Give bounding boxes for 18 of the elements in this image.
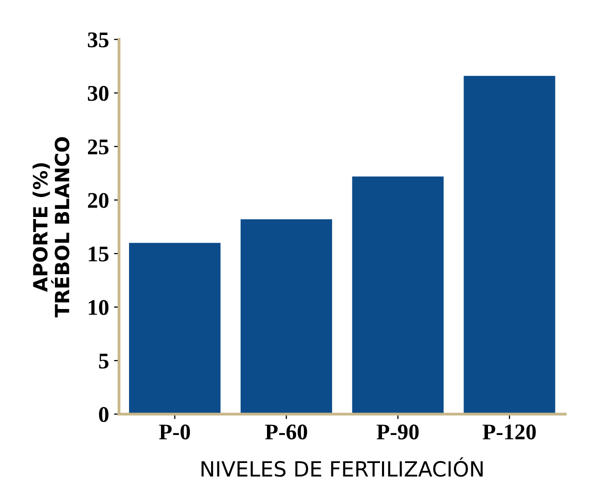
x-tick-label: P-60 [265, 424, 308, 440]
y-tick-label: 30 [88, 86, 108, 101]
x-tick-label: P-120 [482, 424, 536, 440]
bar [464, 76, 556, 414]
x-tick-label: P-0 [159, 424, 190, 440]
y-tick-label: 5 [99, 354, 108, 369]
y-tick-label: 0 [99, 407, 108, 422]
y-tick-label: 25 [88, 139, 108, 154]
y-axis-title: APORTE (%) TRÉBOL BLANCO [32, 137, 70, 318]
bar [129, 242, 221, 414]
bar [240, 219, 332, 414]
x-axis-title: NIVELES DE FERTILIZACIÓN [202, 457, 483, 477]
y-tick-label: 15 [88, 246, 108, 262]
y-tick-label: 10 [88, 300, 108, 315]
bar [352, 176, 444, 414]
y-tick-label: 20 [88, 192, 108, 208]
x-tick-label: P-90 [376, 424, 419, 440]
y-tick-label: 35 [88, 32, 108, 48]
